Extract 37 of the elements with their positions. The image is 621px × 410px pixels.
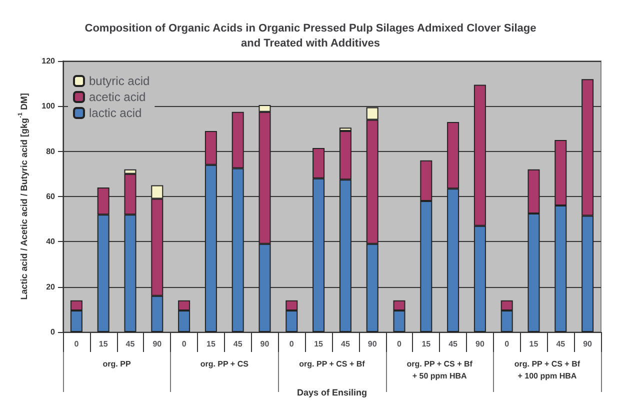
y-tick-label: 20 [46, 282, 56, 292]
legend-label: lactic acid [89, 106, 142, 120]
x-tick-label: 0 [182, 340, 187, 348]
x-tick-label: 45 [340, 340, 350, 348]
x-tick-label: 15 [206, 340, 216, 348]
y-tick-label: 40 [46, 237, 56, 246]
x-tick-label: 45 [126, 340, 136, 348]
text: org. PP + CS [200, 360, 250, 368]
text: org. PP + CS + Bf + 100 ppm HBA [514, 360, 580, 380]
x-tick-label: 15 [98, 340, 108, 348]
x-tick-label: 15 [529, 340, 539, 348]
text: org. PP + CS + Bf [299, 360, 366, 368]
y-tick-label: 60 [46, 192, 56, 201]
x-tick-label: 45 [448, 340, 458, 348]
x-tick-label: 90 [260, 340, 270, 348]
x-tick-label: 0 [397, 340, 402, 348]
x-tick-label: 45 [556, 340, 566, 348]
text: org. PP [102, 360, 132, 368]
legend-label: butyric acid [89, 74, 150, 88]
x-tick-label: 0 [289, 340, 294, 348]
x-axis-title: Days of Ensiling [296, 388, 368, 398]
text: org. PP + CS + Bf + 50 ppm HBA [406, 360, 473, 380]
x-tick-label: 0 [504, 340, 510, 348]
x-tick-label: 45 [233, 340, 243, 348]
y-tick-label: 0 [50, 328, 56, 336]
x-tick-label: 90 [368, 340, 378, 348]
y-tick-label: 120 [42, 56, 56, 66]
y-tick-label: 100 [42, 102, 56, 111]
chart-title: Composition of Organic Acids in Organic Pressed Pulp Silages Admixed Clover Silage and Treated with Additives [84, 22, 536, 50]
y-tick-label: 80 [46, 146, 56, 156]
x-tick-label: 15 [422, 340, 432, 348]
x-tick-label: 0 [74, 340, 80, 348]
legend-label: acetic acid [89, 90, 146, 104]
x-tick-label: 90 [583, 340, 593, 348]
x-tick-label: 90 [475, 340, 485, 348]
x-tick-label: 90 [152, 340, 162, 348]
x-tick-label: 15 [314, 340, 324, 348]
